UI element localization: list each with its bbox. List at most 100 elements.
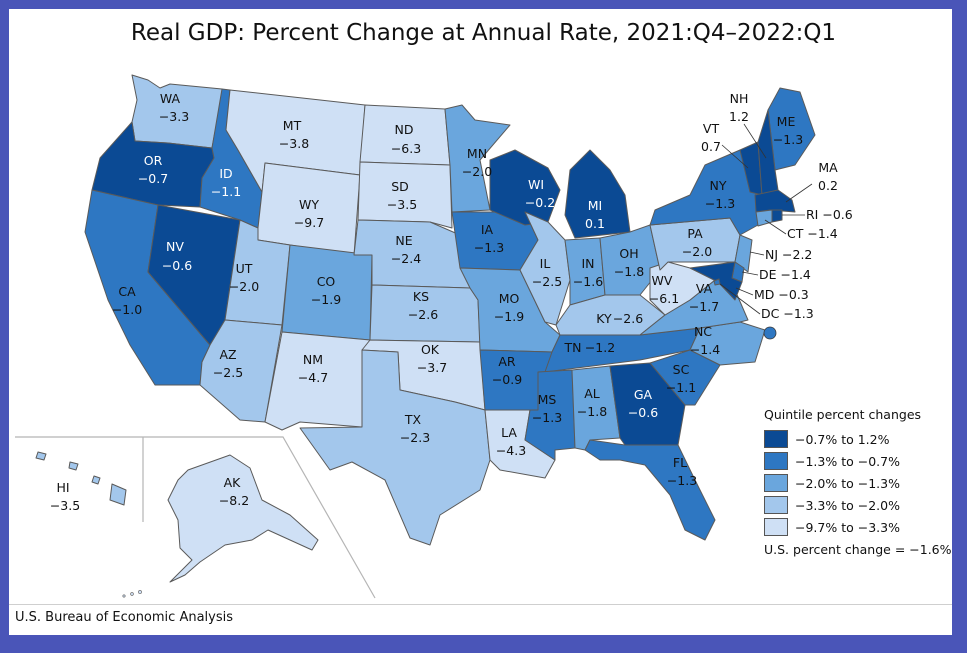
label-wi-abbr: WI — [528, 177, 544, 192]
label-ky: KY — [596, 311, 612, 326]
label-hi-abbr: HI — [56, 480, 69, 495]
label-wy-abbr: WY — [299, 197, 319, 212]
label-ks-abbr: KS — [413, 289, 429, 304]
hawaii-island-maui — [91, 475, 101, 485]
state-mi[interactable] — [564, 149, 631, 239]
label-ar-value: −0.9 — [492, 372, 522, 387]
legend-label: −3.3% to −2.0% — [795, 497, 900, 513]
state-hi[interactable] — [109, 483, 127, 506]
label-tn-value: −1.2 — [585, 340, 615, 355]
state-sc[interactable] — [649, 349, 721, 406]
legend: Quintile percent changes −0.7% to 1.2% −… — [764, 407, 952, 557]
label-ma-abbr: MA — [818, 160, 838, 175]
label-tn-abbr: TN — [564, 340, 582, 355]
label-nh-abbr: NH — [730, 91, 749, 106]
legend-item: −0.7% to 1.2% — [764, 428, 952, 450]
state-fl[interactable] — [584, 439, 716, 541]
state-ak[interactable] — [167, 454, 319, 583]
state-nj[interactable] — [734, 234, 753, 273]
label-la-abbr: LA — [501, 425, 517, 440]
label-ri: RI −0.6 — [806, 207, 853, 222]
label-oh-abbr: OH — [619, 246, 638, 261]
label-wa-value: −3.3 — [159, 109, 189, 124]
state-wi[interactable] — [489, 149, 561, 226]
label-co-value: −1.9 — [311, 292, 341, 307]
legend-label: −9.7% to −3.3% — [795, 519, 900, 535]
label-me-value: −1.3 — [773, 132, 803, 147]
label-ny-abbr: NY — [710, 178, 727, 193]
label-va-abbr: VA — [696, 281, 713, 296]
label-mt-abbr: MT — [283, 118, 302, 133]
label-in-value: −1.6 — [573, 274, 603, 289]
state-ri[interactable] — [771, 209, 783, 223]
label-sd-value: −3.5 — [387, 197, 417, 212]
label-mi-abbr: MI — [588, 198, 602, 213]
state-wv[interactable] — [649, 261, 716, 316]
state-ct[interactable] — [755, 209, 773, 227]
label-ky-value: −2.6 — [613, 311, 643, 326]
label-de: DE −1.4 — [759, 267, 811, 282]
label-ok-abbr: OK — [421, 342, 440, 357]
label-il-value: −2.5 — [532, 274, 562, 289]
label-mn-value: −2.0 — [462, 164, 492, 179]
label-mn-abbr: MN — [467, 146, 487, 161]
legend-heading: Quintile percent changes — [764, 407, 922, 422]
label-tx-abbr: TX — [404, 412, 422, 427]
label-ct: CT −1.4 — [787, 226, 838, 241]
label-il-abbr: IL — [540, 256, 551, 271]
legend-swatch — [764, 496, 788, 514]
label-ne-value: −2.4 — [391, 251, 421, 266]
label-nj: NJ −2.2 — [765, 247, 812, 262]
label-oh-value: −1.8 — [614, 264, 644, 279]
label-ca-abbr: CA — [118, 284, 136, 299]
label-id-value: −1.1 — [211, 184, 241, 199]
dc-marker — [763, 326, 777, 340]
legend-item: −3.3% to −2.0% — [764, 494, 952, 516]
label-pa-abbr: PA — [687, 226, 703, 241]
state-me[interactable] — [767, 87, 816, 171]
label-dc: DC −1.3 — [761, 306, 814, 321]
label-ny-value: −1.3 — [705, 196, 735, 211]
label-ia-value: −1.3 — [474, 240, 504, 255]
label-co-abbr: CO — [317, 274, 336, 289]
label-nc-value: −1.4 — [690, 342, 720, 357]
legend-item: −1.3% to −0.7% — [764, 450, 952, 472]
state-mn[interactable] — [444, 104, 511, 213]
label-ks-value: −2.6 — [408, 307, 438, 322]
label-ma-value: 0.2 — [818, 178, 838, 193]
state-nh[interactable] — [757, 109, 779, 196]
state-in[interactable] — [564, 237, 606, 306]
label-va-value: −1.7 — [689, 299, 719, 314]
external-labels: NH 1.2 VT 0.7 MA 0.2 RI −0.6 CT −1.4 NJ … — [701, 91, 853, 321]
label-me-abbr: ME — [777, 114, 796, 129]
label-nm-abbr: NM — [303, 352, 323, 367]
label-wi-value: −0.2 — [525, 195, 555, 210]
label-az-abbr: AZ — [219, 347, 236, 362]
label-mi-value: 0.1 — [585, 216, 605, 231]
legend-item: −9.7% to −3.3% — [764, 516, 952, 538]
label-la-value: −4.3 — [496, 443, 526, 458]
label-ms-value: −1.3 — [532, 410, 562, 425]
legend-label: −0.7% to 1.2% — [795, 431, 890, 447]
inset-border — [15, 436, 376, 599]
state-ma[interactable] — [754, 189, 796, 213]
state-az[interactable] — [199, 319, 283, 423]
label-hi-value: −3.5 — [50, 498, 80, 513]
us-percent-change: U.S. percent change = −1.6% — [764, 542, 952, 557]
state-labels: WA −3.3 OR −0.7 CA −1.0 NV −0.6 ID −1.1 … — [112, 91, 803, 488]
legend-swatch — [764, 452, 788, 470]
label-wa-abbr: WA — [160, 91, 181, 106]
label-nc-abbr: NC — [694, 324, 712, 339]
label-ia-abbr: IA — [481, 222, 494, 237]
label-ne-abbr: NE — [395, 233, 412, 248]
hawaii-island-oahu — [68, 461, 79, 471]
label-id-abbr: ID — [219, 166, 232, 181]
label-nh-value: 1.2 — [729, 109, 749, 124]
label-tx-value: −2.3 — [400, 430, 430, 445]
label-ut-abbr: UT — [236, 261, 253, 276]
state-tx[interactable] — [299, 349, 491, 546]
state-sd[interactable] — [357, 161, 453, 229]
legend-label: −1.3% to −0.7% — [795, 453, 900, 469]
label-ga-abbr: GA — [634, 387, 653, 402]
label-wy-value: −9.7 — [294, 215, 324, 230]
